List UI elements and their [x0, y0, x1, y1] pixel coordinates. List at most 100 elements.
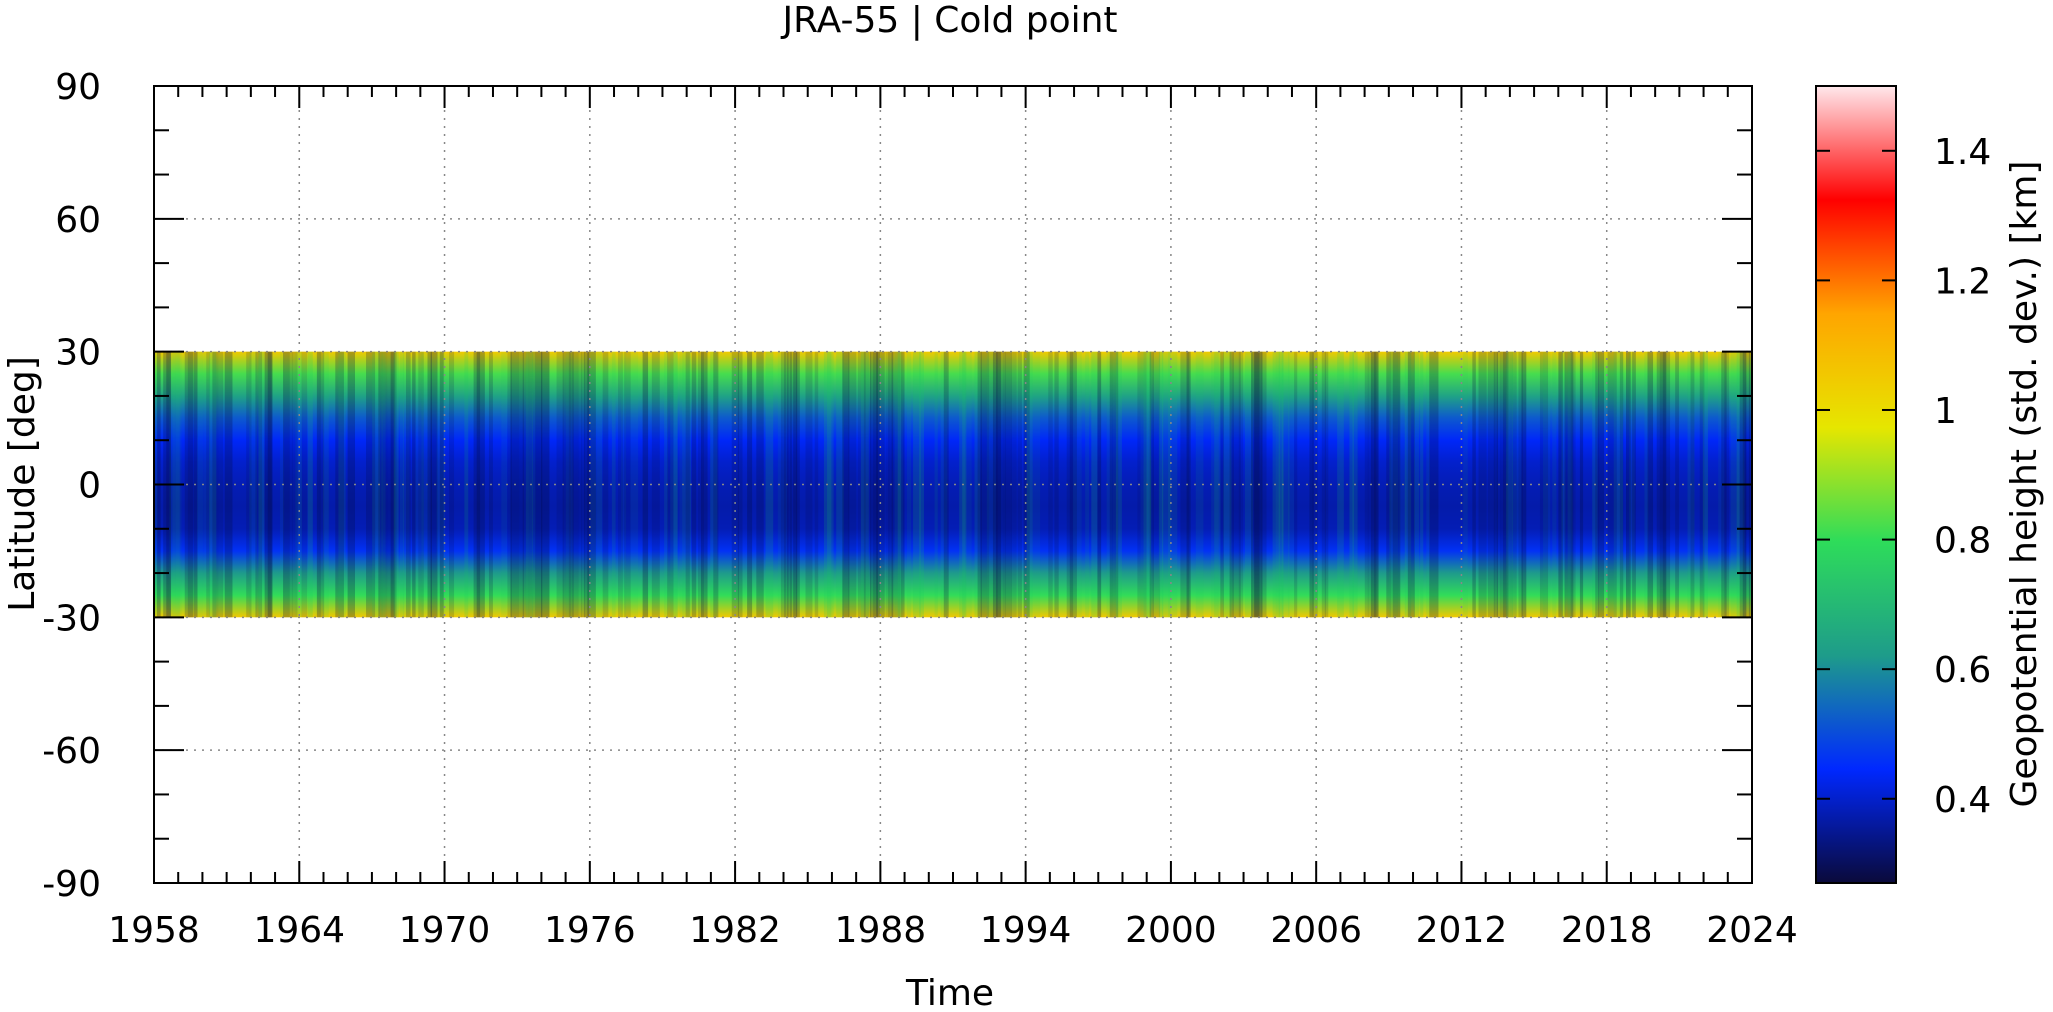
heatmap-streak	[602, 351, 609, 618]
heatmap-streak	[891, 351, 901, 618]
heatmap-streak	[1140, 351, 1148, 618]
heatmap-streak	[1278, 351, 1284, 618]
heatmap-streak	[965, 351, 972, 618]
axis-ticks	[153, 85, 1753, 884]
heatmap-cells	[154, 351, 1752, 618]
heatmap-streak	[701, 351, 708, 618]
heatmap-streak	[906, 351, 912, 618]
heatmap-streak	[427, 351, 433, 618]
colorbar-tick-label: 1	[1934, 391, 1957, 432]
heatmap-streak	[393, 351, 399, 618]
heatmap-streak	[292, 351, 298, 618]
heatmap-streak	[378, 351, 388, 618]
heatmap-streak	[1281, 351, 1290, 618]
colorbar-tick-label: 1.2	[1934, 261, 1991, 302]
colorbar-tick-label: 0.4	[1934, 780, 1991, 821]
heatmap-streak	[1168, 351, 1178, 618]
heatmap-streak	[206, 351, 210, 618]
heatmap-streak	[1220, 351, 1224, 618]
heatmap-streak	[541, 351, 550, 618]
heatmap-streak	[790, 351, 798, 618]
heatmap-streak	[1702, 351, 1708, 618]
heatmap-streak	[805, 351, 813, 618]
heatmap-streak	[1420, 351, 1424, 618]
heatmap-streak	[1539, 351, 1549, 618]
heatmap-streak	[777, 351, 788, 618]
heatmap-streak	[1675, 351, 1679, 618]
grid-lines	[154, 86, 1752, 883]
heatmap-streak	[780, 351, 787, 618]
heatmap-streak	[1370, 351, 1379, 618]
heatmap-streak	[1644, 351, 1649, 618]
y-tick-label: 60	[55, 200, 101, 241]
heatmap-streak	[323, 351, 329, 618]
x-tick-label: 1988	[835, 910, 927, 951]
heatmap-streak	[664, 351, 668, 618]
heatmap-streak	[587, 351, 596, 618]
heatmap-streak	[962, 351, 967, 618]
heatmap-streak	[1066, 351, 1074, 618]
colorbar	[1815, 85, 1897, 884]
heatmap-streak	[1211, 351, 1219, 618]
heatmap-streak	[347, 351, 355, 618]
heatmap-streak	[1244, 351, 1253, 618]
colorbar-tick-label: 0.6	[1934, 650, 1991, 691]
heatmap-streak	[1260, 351, 1267, 618]
heatmap-streak	[390, 351, 395, 618]
heatmap-streak	[212, 351, 219, 618]
heatmap-streak	[418, 351, 424, 618]
heatmap-streak	[1161, 351, 1171, 618]
heatmap-streak	[1238, 351, 1244, 618]
heatmap-streak	[1069, 351, 1077, 618]
heatmap-streak	[860, 351, 869, 618]
heatmap-streak	[1309, 351, 1314, 618]
heatmap-streak	[787, 351, 792, 618]
heatmap-streak	[913, 351, 921, 618]
heatmap-streak	[372, 351, 381, 618]
heatmap-streak	[565, 351, 574, 618]
heatmap-streak	[218, 351, 224, 618]
x-tick-labels: 1958 1964 1970 1976 1982 1988 1994 2000 2006 2012…	[108, 910, 1798, 951]
heatmap-streak	[611, 351, 616, 618]
heatmap-streak	[842, 351, 850, 618]
heatmap-streak	[249, 351, 257, 618]
heatmap-streak	[187, 351, 193, 618]
heatmap-streak	[224, 351, 233, 618]
heatmap-streak	[399, 351, 405, 618]
x-tick-label: 1970	[399, 910, 491, 951]
heatmap-streak	[900, 351, 905, 618]
heatmap-streak	[827, 351, 834, 618]
heatmap-streak	[439, 351, 444, 618]
heatmap-streak	[814, 351, 819, 618]
heatmap-streak	[876, 351, 885, 618]
heatmap-streak	[682, 351, 691, 618]
heatmap-streak	[1500, 351, 1510, 618]
heatmap-streak	[556, 351, 564, 618]
heatmap-streak	[1389, 351, 1399, 618]
heatmap-streak	[596, 351, 603, 618]
heatmap-streak	[264, 351, 273, 618]
x-tick-label: 1994	[980, 910, 1072, 951]
heatmap-streak	[992, 351, 1002, 618]
x-tick-label: 1982	[689, 910, 781, 951]
heatmap-streak	[1195, 351, 1204, 618]
heatmap-streak	[1512, 351, 1522, 618]
y-tick-label: 90	[55, 67, 101, 108]
heatmap-streak	[1404, 351, 1412, 618]
heatmap-streak	[1229, 351, 1234, 618]
heatmap-streak	[621, 351, 627, 618]
heatmap-streak	[531, 351, 536, 618]
heatmap-streak	[1146, 351, 1152, 618]
heatmap-streak	[765, 351, 774, 618]
heatmap-streak	[1413, 351, 1420, 618]
heatmap-streak	[1054, 351, 1059, 618]
heatmap-streak	[184, 351, 194, 618]
heatmap-streak	[1386, 351, 1392, 618]
heatmap-streak	[974, 351, 981, 618]
heatmap-streak	[283, 351, 290, 618]
heatmap-streak	[1324, 351, 1329, 618]
heatmap-streak	[1518, 351, 1523, 618]
heatmap-streak	[246, 351, 252, 618]
heatmap-streak	[1032, 351, 1041, 618]
heatmap-streak	[1570, 351, 1576, 618]
